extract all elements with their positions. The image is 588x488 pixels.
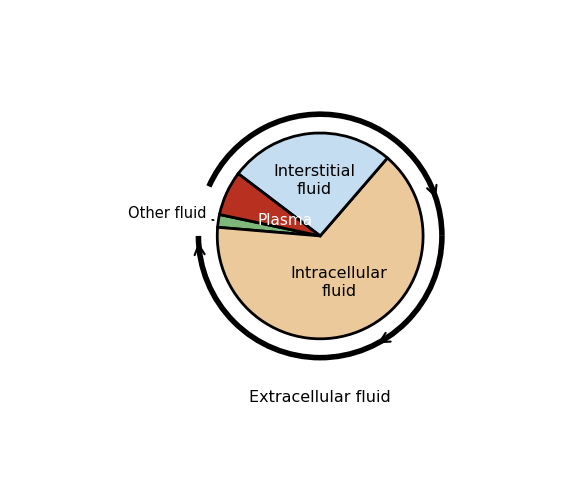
Wedge shape	[218, 215, 320, 236]
Wedge shape	[217, 159, 423, 339]
Wedge shape	[219, 174, 320, 236]
Text: Other fluid: Other fluid	[128, 205, 213, 221]
Text: Interstitial
fluid: Interstitial fluid	[273, 164, 355, 196]
Wedge shape	[238, 134, 387, 236]
Text: Intracellular
fluid: Intracellular fluid	[290, 266, 387, 298]
Text: Plasma: Plasma	[257, 213, 312, 228]
Text: Extracellular fluid: Extracellular fluid	[249, 389, 391, 404]
